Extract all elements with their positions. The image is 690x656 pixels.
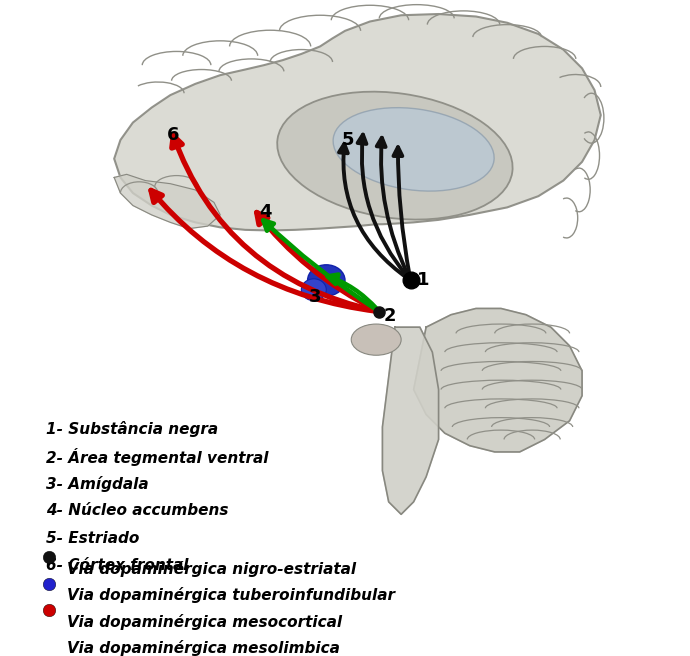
Text: 1: 1 <box>417 272 429 289</box>
Text: 2: 2 <box>384 307 396 325</box>
Text: 3- Amígdala: 3- Amígdala <box>46 476 148 491</box>
Text: 6- Córtex frontal: 6- Córtex frontal <box>46 558 188 573</box>
Polygon shape <box>114 14 601 230</box>
Ellipse shape <box>277 92 513 220</box>
Text: 5: 5 <box>342 131 355 149</box>
Text: 5- Estriado: 5- Estriado <box>46 531 139 546</box>
FancyArrowPatch shape <box>263 220 377 310</box>
Polygon shape <box>382 327 439 514</box>
FancyArrowPatch shape <box>393 147 410 277</box>
FancyArrowPatch shape <box>339 144 408 279</box>
Text: 2- Área tegmental ventral: 2- Área tegmental ventral <box>46 448 268 466</box>
FancyArrowPatch shape <box>257 213 377 310</box>
Text: Via dopaminérgica mesolimbica: Via dopaminérgica mesolimbica <box>68 640 340 656</box>
FancyArrowPatch shape <box>377 138 409 278</box>
Text: 6: 6 <box>167 126 179 144</box>
Polygon shape <box>413 308 582 452</box>
Text: 3: 3 <box>309 288 322 306</box>
Text: 1- Substância negra: 1- Substância negra <box>46 420 217 437</box>
FancyArrowPatch shape <box>172 136 377 311</box>
Text: 4- Núcleo accumbens: 4- Núcleo accumbens <box>46 503 228 518</box>
Ellipse shape <box>351 324 401 356</box>
Text: Via dopaminérgica tuberoinfundibular: Via dopaminérgica tuberoinfundibular <box>68 587 395 604</box>
FancyArrowPatch shape <box>151 190 377 311</box>
FancyArrowPatch shape <box>328 274 377 310</box>
Ellipse shape <box>333 108 494 191</box>
Ellipse shape <box>308 265 345 296</box>
Ellipse shape <box>302 279 326 300</box>
Text: Via dopaminérgica mesocortical: Via dopaminérgica mesocortical <box>68 613 342 630</box>
Text: Via dopaminérgica nigro-estriatal: Via dopaminérgica nigro-estriatal <box>68 561 357 577</box>
Polygon shape <box>114 174 220 228</box>
FancyArrowPatch shape <box>357 134 408 278</box>
Text: 4: 4 <box>259 203 271 221</box>
